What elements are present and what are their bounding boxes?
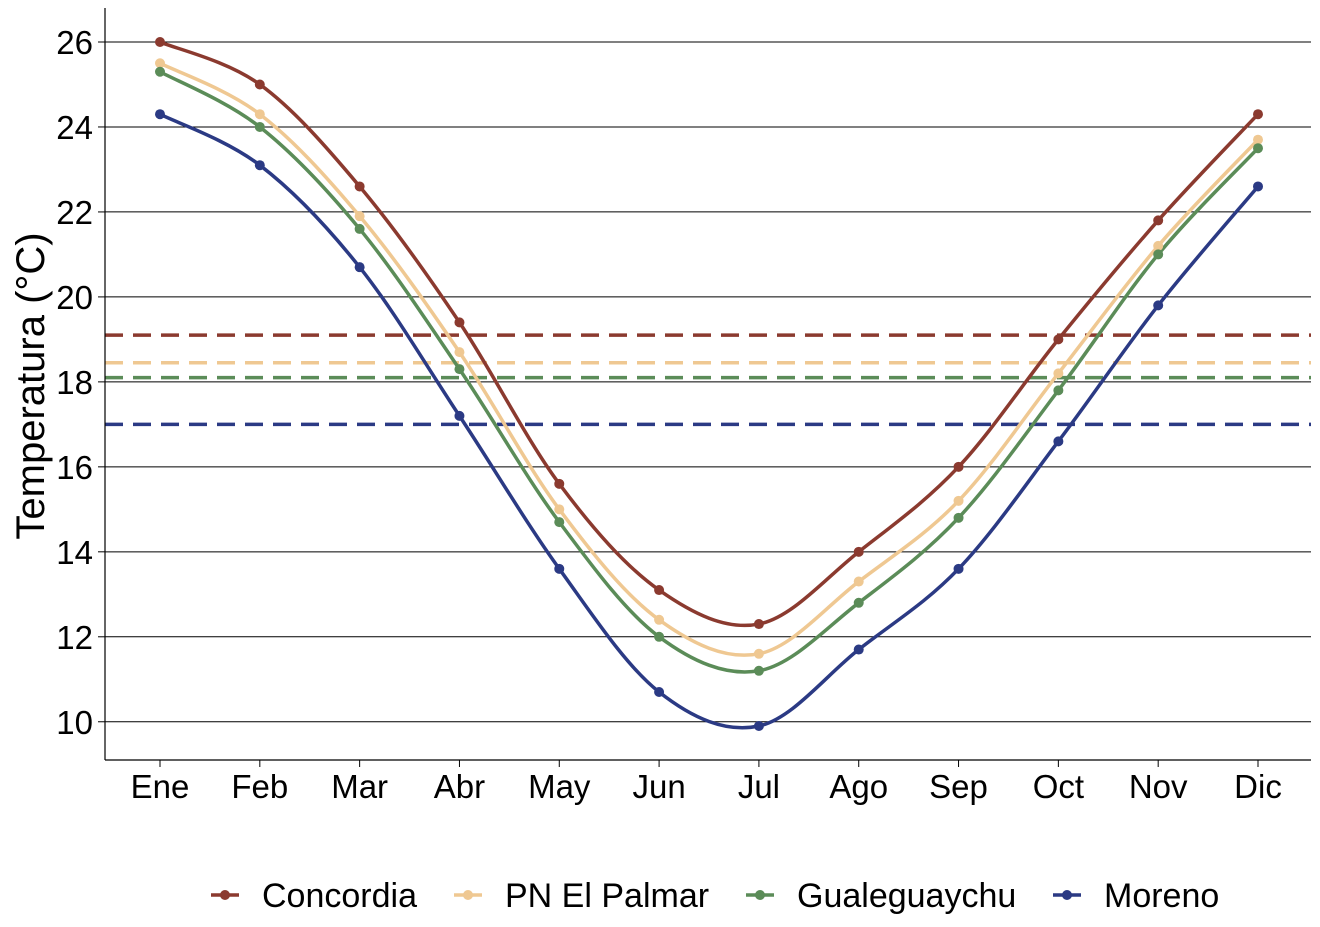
y-tick-label: 16 (56, 449, 93, 486)
data-point (654, 687, 665, 698)
x-tick-label: May (528, 768, 591, 805)
data-point (1253, 181, 1263, 192)
data-point (554, 517, 565, 528)
x-tick-label: Nov (1129, 768, 1188, 805)
y-tick-labels: 10 12 14 16 18 20 22 24 26 (56, 24, 93, 741)
y-tick-label: 26 (56, 24, 93, 61)
data-point (454, 410, 465, 421)
y-tick-label: 18 (56, 364, 93, 401)
data-point (554, 478, 565, 489)
data-point (155, 109, 165, 120)
data-point (554, 504, 565, 515)
data-point (254, 160, 265, 171)
data-point (254, 109, 265, 120)
data-point (1153, 215, 1164, 226)
x-tick-label: Mar (331, 768, 388, 805)
series-line-1 (158, 61, 1260, 657)
x-tick-label: Ene (131, 768, 190, 805)
data-point (354, 211, 365, 222)
data-point (1053, 436, 1064, 447)
data-point (853, 576, 864, 587)
data-point (454, 347, 465, 358)
data-point (354, 262, 365, 273)
legend-key-point (1062, 890, 1072, 900)
data-point (654, 614, 665, 625)
series-line-3 (158, 112, 1260, 730)
data-point (1253, 109, 1263, 120)
data-point (654, 631, 665, 642)
series-lines (158, 40, 1260, 730)
x-tick-label: Ago (829, 768, 888, 805)
x-tick-labels: Ene Feb Mar Abr May Jun Jul Ago Sep Oct Nov Dic (131, 768, 1282, 805)
y-axis-title: Temperatura (°C) (9, 232, 53, 539)
data-point (953, 563, 964, 574)
data-point (1153, 240, 1164, 251)
data-point (753, 619, 764, 630)
x-tick-label: Jun (632, 768, 685, 805)
data-point (654, 585, 665, 596)
data-point (254, 121, 265, 132)
y-tick-label: 20 (56, 279, 93, 316)
data-point (853, 644, 864, 655)
series-points (155, 36, 1263, 732)
mean-lines (105, 333, 1311, 427)
x-tick-label: Oct (1033, 768, 1084, 805)
data-point (554, 563, 565, 574)
data-point (853, 597, 864, 608)
data-point (853, 546, 864, 557)
data-point (155, 36, 165, 47)
x-tick-label: Sep (929, 768, 988, 805)
legend-label: Moreno (1104, 877, 1219, 915)
data-point (354, 181, 365, 192)
legend: Concordia PN El Palmar Gualeguaychu Moreno (211, 877, 1219, 915)
data-point (155, 58, 165, 69)
x-tick-label: Dic (1234, 768, 1282, 805)
data-point (753, 648, 764, 659)
legend-key-point (220, 890, 230, 900)
data-point (953, 495, 964, 506)
y-tick-label: 10 (56, 704, 93, 741)
y-tick-label: 14 (56, 534, 93, 571)
data-point (454, 364, 465, 375)
legend-key-point (755, 890, 765, 900)
data-point (1053, 385, 1064, 396)
data-point (354, 223, 365, 234)
data-point (1053, 334, 1064, 345)
data-point (454, 317, 465, 328)
legend-label: PN El Palmar (505, 877, 709, 915)
x-tick-label: Feb (231, 768, 288, 805)
data-point (1153, 249, 1164, 260)
y-tick-label: 12 (56, 619, 93, 656)
data-point (953, 461, 964, 472)
data-point (254, 79, 265, 90)
y-tick-label: 24 (56, 109, 93, 146)
data-point (1253, 134, 1263, 145)
data-point (1153, 300, 1164, 311)
data-point (1253, 143, 1263, 154)
data-point (753, 665, 764, 676)
axes (98, 8, 1311, 767)
data-point (953, 512, 964, 523)
legend-label: Gualeguaychu (797, 877, 1016, 915)
data-point (1053, 368, 1064, 379)
y-tick-label: 22 (56, 194, 93, 231)
x-tick-label: Jul (738, 768, 780, 805)
x-tick-label: Abr (434, 768, 485, 805)
gridlines (105, 41, 1311, 723)
series-line-2 (158, 69, 1260, 674)
data-point (155, 66, 165, 77)
legend-key-point (463, 890, 473, 900)
data-point (753, 721, 764, 732)
legend-label: Concordia (262, 877, 417, 915)
